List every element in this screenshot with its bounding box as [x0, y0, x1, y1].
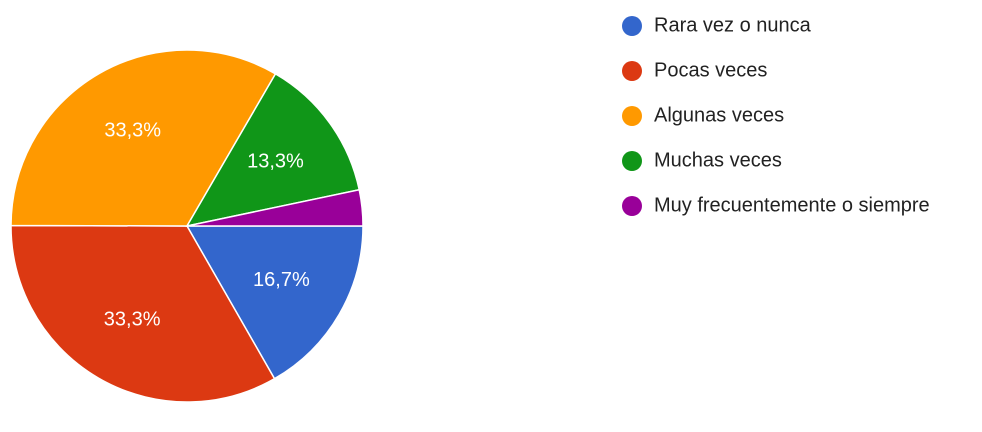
slice-label: 13,3%	[247, 150, 304, 172]
legend-marker	[622, 106, 642, 126]
pie-slice	[185, 225, 364, 380]
legend-label: Muy frecuentemente o siempre	[654, 194, 930, 216]
pie-slice	[10, 224, 276, 403]
legend-label: Muchas veces	[654, 149, 782, 171]
legend-marker	[622, 16, 642, 36]
pie-slice	[186, 188, 364, 227]
slice-label: 33,3%	[104, 309, 161, 331]
legend-marker	[622, 196, 642, 216]
legend-marker	[622, 151, 642, 171]
legend-label: Rara vez o nunca	[654, 14, 812, 36]
legend-label: Pocas veces	[654, 59, 767, 81]
pie-slice	[10, 49, 277, 227]
slice-label: 33,3%	[104, 120, 161, 142]
pie-slice	[185, 72, 361, 228]
legend-marker	[622, 61, 642, 81]
slice-label: 16,7%	[253, 269, 310, 291]
legend-label: Algunas veces	[654, 104, 784, 126]
